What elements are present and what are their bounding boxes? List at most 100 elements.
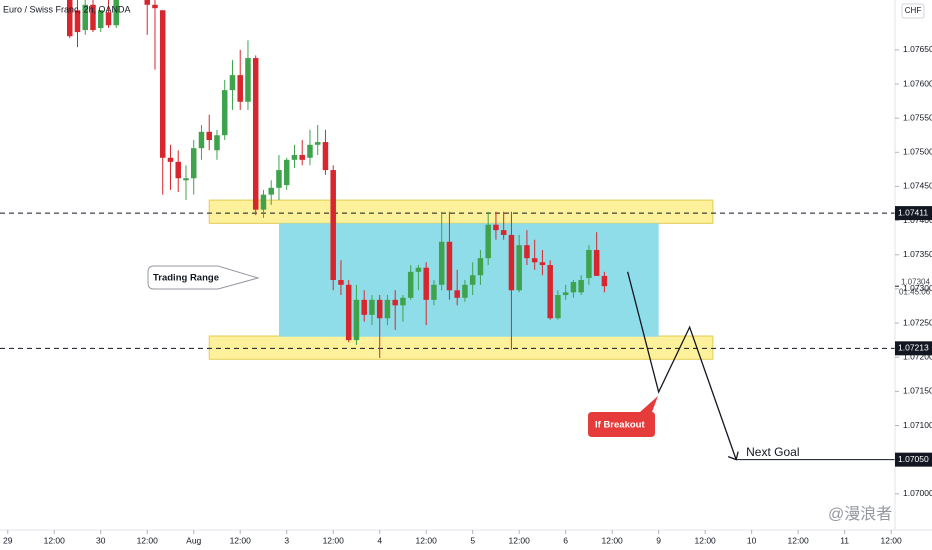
candle-body (152, 4, 158, 9)
candle-body (82, 4, 88, 31)
candle-body (276, 170, 282, 188)
candle-body (586, 249, 592, 278)
candle-body (353, 299, 360, 341)
price-badge (895, 452, 932, 467)
candle-body (485, 224, 491, 259)
y-tick-label: 1.07300 (903, 283, 932, 293)
candle-body (369, 299, 375, 315)
candle-body (392, 299, 398, 306)
candle-body (221, 90, 228, 136)
candle-body (423, 267, 429, 300)
candle-body (570, 282, 577, 293)
candle-body (214, 135, 220, 151)
candle-body (198, 131, 205, 149)
candle-body (407, 271, 414, 298)
plot-area (0, 0, 895, 461)
candle-body (159, 10, 166, 158)
candle-body (431, 284, 437, 300)
x-tick-label: 4 (377, 535, 382, 545)
candle-body (446, 241, 453, 291)
candle-body (283, 159, 290, 186)
y-tick-label: 1.07500 (903, 147, 932, 157)
x-tick-label: 12:00 (880, 535, 902, 545)
x-tick-label: 12:00 (509, 535, 531, 545)
candle-body (322, 142, 329, 171)
y-tick-label: 1.07150 (903, 386, 932, 396)
y-tick-label: 1.07200 (903, 351, 932, 361)
candle-body (493, 224, 499, 231)
x-tick-label: 12:00 (230, 535, 252, 545)
candle-body (524, 245, 530, 259)
candle-body (338, 280, 344, 285)
x-tick-label: 12:00 (44, 535, 66, 545)
y-tick-label: 1.07100 (903, 420, 932, 430)
x-tick-label: 5 (470, 535, 475, 545)
goal-text: Next Goal (746, 445, 799, 459)
x-tick-label: 12:00 (695, 535, 717, 545)
price-badge-label: 1.07411 (898, 207, 928, 217)
chart-title: Euro / Swiss Franc, 2h, OANDA (3, 4, 131, 14)
x-tick-label: 12:00 (416, 535, 438, 545)
price-badge-label: 1.07050 (898, 454, 929, 464)
x-tick-label: 11 (840, 535, 849, 545)
breakout-box (588, 396, 658, 437)
y-tick-label: 1.07000 (903, 488, 932, 498)
price-zone (208, 335, 714, 360)
candle-body (74, 10, 81, 33)
x-tick-label: Aug (186, 535, 201, 545)
current-price: 1.07304 (901, 277, 930, 286)
candle-body (144, 0, 150, 5)
candle-body (438, 241, 445, 285)
x-tick-label: 12:00 (137, 535, 159, 545)
candle-body (183, 178, 189, 181)
callout-label: Trading Range (153, 273, 219, 284)
x-tick-label: 9 (656, 535, 661, 545)
x-tick-label: 12:00 (323, 535, 345, 545)
candle-body (299, 155, 305, 160)
x-tick-label: 3 (284, 535, 289, 545)
candle-body (175, 161, 181, 179)
candle-body (307, 144, 313, 158)
x-tick-label: 12:00 (602, 535, 624, 545)
candle-body (477, 258, 484, 276)
watermark: @漫浪者 (828, 505, 892, 523)
candle-body (462, 284, 468, 298)
currency: CHF (905, 6, 922, 15)
candle-body (190, 148, 197, 179)
price-badge-label: 1.07213 (898, 343, 929, 353)
candle-body (291, 155, 298, 160)
y-tick-label: 1.07650 (903, 44, 932, 54)
candle-body (361, 299, 367, 315)
candle-body (500, 230, 507, 235)
candle-body (260, 194, 267, 210)
candle-body (268, 187, 274, 195)
candle-body (167, 157, 174, 162)
x-tick-label: 6 (563, 535, 568, 545)
candle-body (562, 292, 569, 296)
x-tick-label: 12:00 (787, 535, 809, 545)
countdown: 01:45:06 (899, 287, 931, 296)
candle-body (469, 275, 476, 285)
candle-body (516, 245, 522, 291)
breakout-label: If Breakout (595, 420, 645, 431)
candle-body (400, 297, 406, 306)
candle-body (508, 234, 515, 291)
candle-body (206, 131, 212, 141)
candle-body (345, 284, 352, 341)
currency-box (901, 3, 925, 19)
x-tick-label: 10 (747, 535, 757, 545)
price-badge (895, 341, 932, 356)
x-tick-label: 29 (3, 535, 13, 545)
candle-body (454, 290, 460, 298)
candle-body (252, 58, 259, 210)
y-tick-label: 1.07250 (903, 317, 932, 327)
y-tick-label: 1.07350 (903, 249, 932, 259)
candle-body (66, 0, 73, 37)
candle-body (245, 58, 251, 102)
arrow-head (727, 451, 739, 461)
y-tick-label: 1.07550 (903, 112, 932, 122)
projection-path (627, 271, 737, 460)
candle-body (113, 0, 119, 26)
